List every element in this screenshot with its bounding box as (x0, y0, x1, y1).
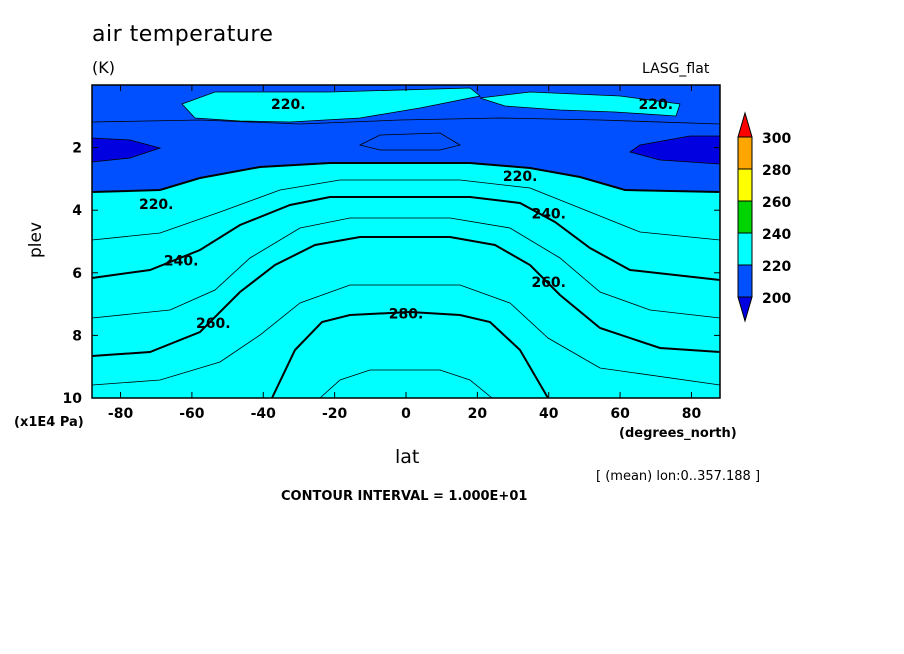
x-axis-ticks: -80 -60 -40 -20 0 20 40 60 80 (108, 85, 702, 422)
colorbar-level-label: 280 (762, 163, 791, 179)
x-tick-label: -40 (251, 406, 277, 422)
x-tick-label: 60 (610, 406, 630, 422)
x-tick-label: 0 (401, 406, 411, 422)
colorbar-under-arrow (737, 296, 753, 323)
colorbar-level-label: 200 (762, 291, 791, 307)
x-tick-label: 40 (539, 406, 559, 422)
colorbar-level-label: 240 (762, 227, 791, 243)
contour-label: 240. (164, 253, 199, 269)
x-tick-label: -60 (179, 406, 205, 422)
y-axis-ticks: 2 4 6 8 10 (63, 141, 720, 407)
x-axis-units: (degrees_north) (619, 426, 737, 441)
contour-fill-layer (92, 85, 720, 398)
colorbar-over-arrow (737, 111, 753, 138)
x-tick-label: 80 (682, 406, 702, 422)
colorbar-level-label: 300 (762, 131, 791, 147)
colorbar-swatch (737, 232, 753, 266)
y-axis-units: (x1E4 Pa) (14, 415, 84, 430)
y-tick-label: 2 (72, 141, 82, 157)
colorbar-swatch (737, 264, 753, 298)
dataset-label: LASG_flat (642, 61, 710, 77)
colorbar-level-label: 220 (762, 259, 791, 275)
band-220-upper-left (182, 88, 480, 122)
contour-label: 280. (389, 306, 424, 322)
contour-label: 240. (531, 206, 566, 222)
x-tick-label: -20 (322, 406, 348, 422)
contour-label: 220. (638, 97, 673, 113)
contour-label: 260. (196, 316, 231, 332)
x-tick-label: -80 (108, 406, 134, 422)
chart-title: air temperature (92, 22, 274, 47)
colorbar-swatch (737, 168, 753, 202)
band-220 (92, 163, 720, 398)
x-tick-label: 20 (468, 406, 488, 422)
contour-labels: 220. 220. 220. 220. 240. 240. 260. 260. 280. (139, 97, 673, 332)
contour-lines (91, 87, 721, 399)
colorbar-swatch (737, 200, 753, 234)
contour-label: 260. (531, 275, 566, 291)
y-tick-label: 8 (72, 328, 82, 344)
contour-label: 220. (271, 97, 306, 113)
contour-label: 220. (503, 169, 538, 185)
contour-label: 220. (139, 197, 174, 213)
chart-units: (K) (92, 58, 115, 77)
y-tick-label: 6 (72, 266, 82, 282)
y-tick-label: 4 (72, 203, 82, 219)
y-tick-label: 10 (63, 391, 83, 407)
colorbar: 300 280 260 240 220 200 (737, 111, 791, 323)
colorbar-level-label: 260 (762, 195, 791, 211)
colorbar-swatch (737, 136, 753, 170)
contour-interval-note: CONTOUR INTERVAL = 1.000E+01 (281, 489, 528, 504)
band-under-left (92, 138, 160, 162)
x-axis-label: lat (395, 446, 420, 468)
subset-note: [ (mean) lon:0..357.188 ] (596, 469, 761, 484)
band-220-upper-right (480, 92, 680, 116)
